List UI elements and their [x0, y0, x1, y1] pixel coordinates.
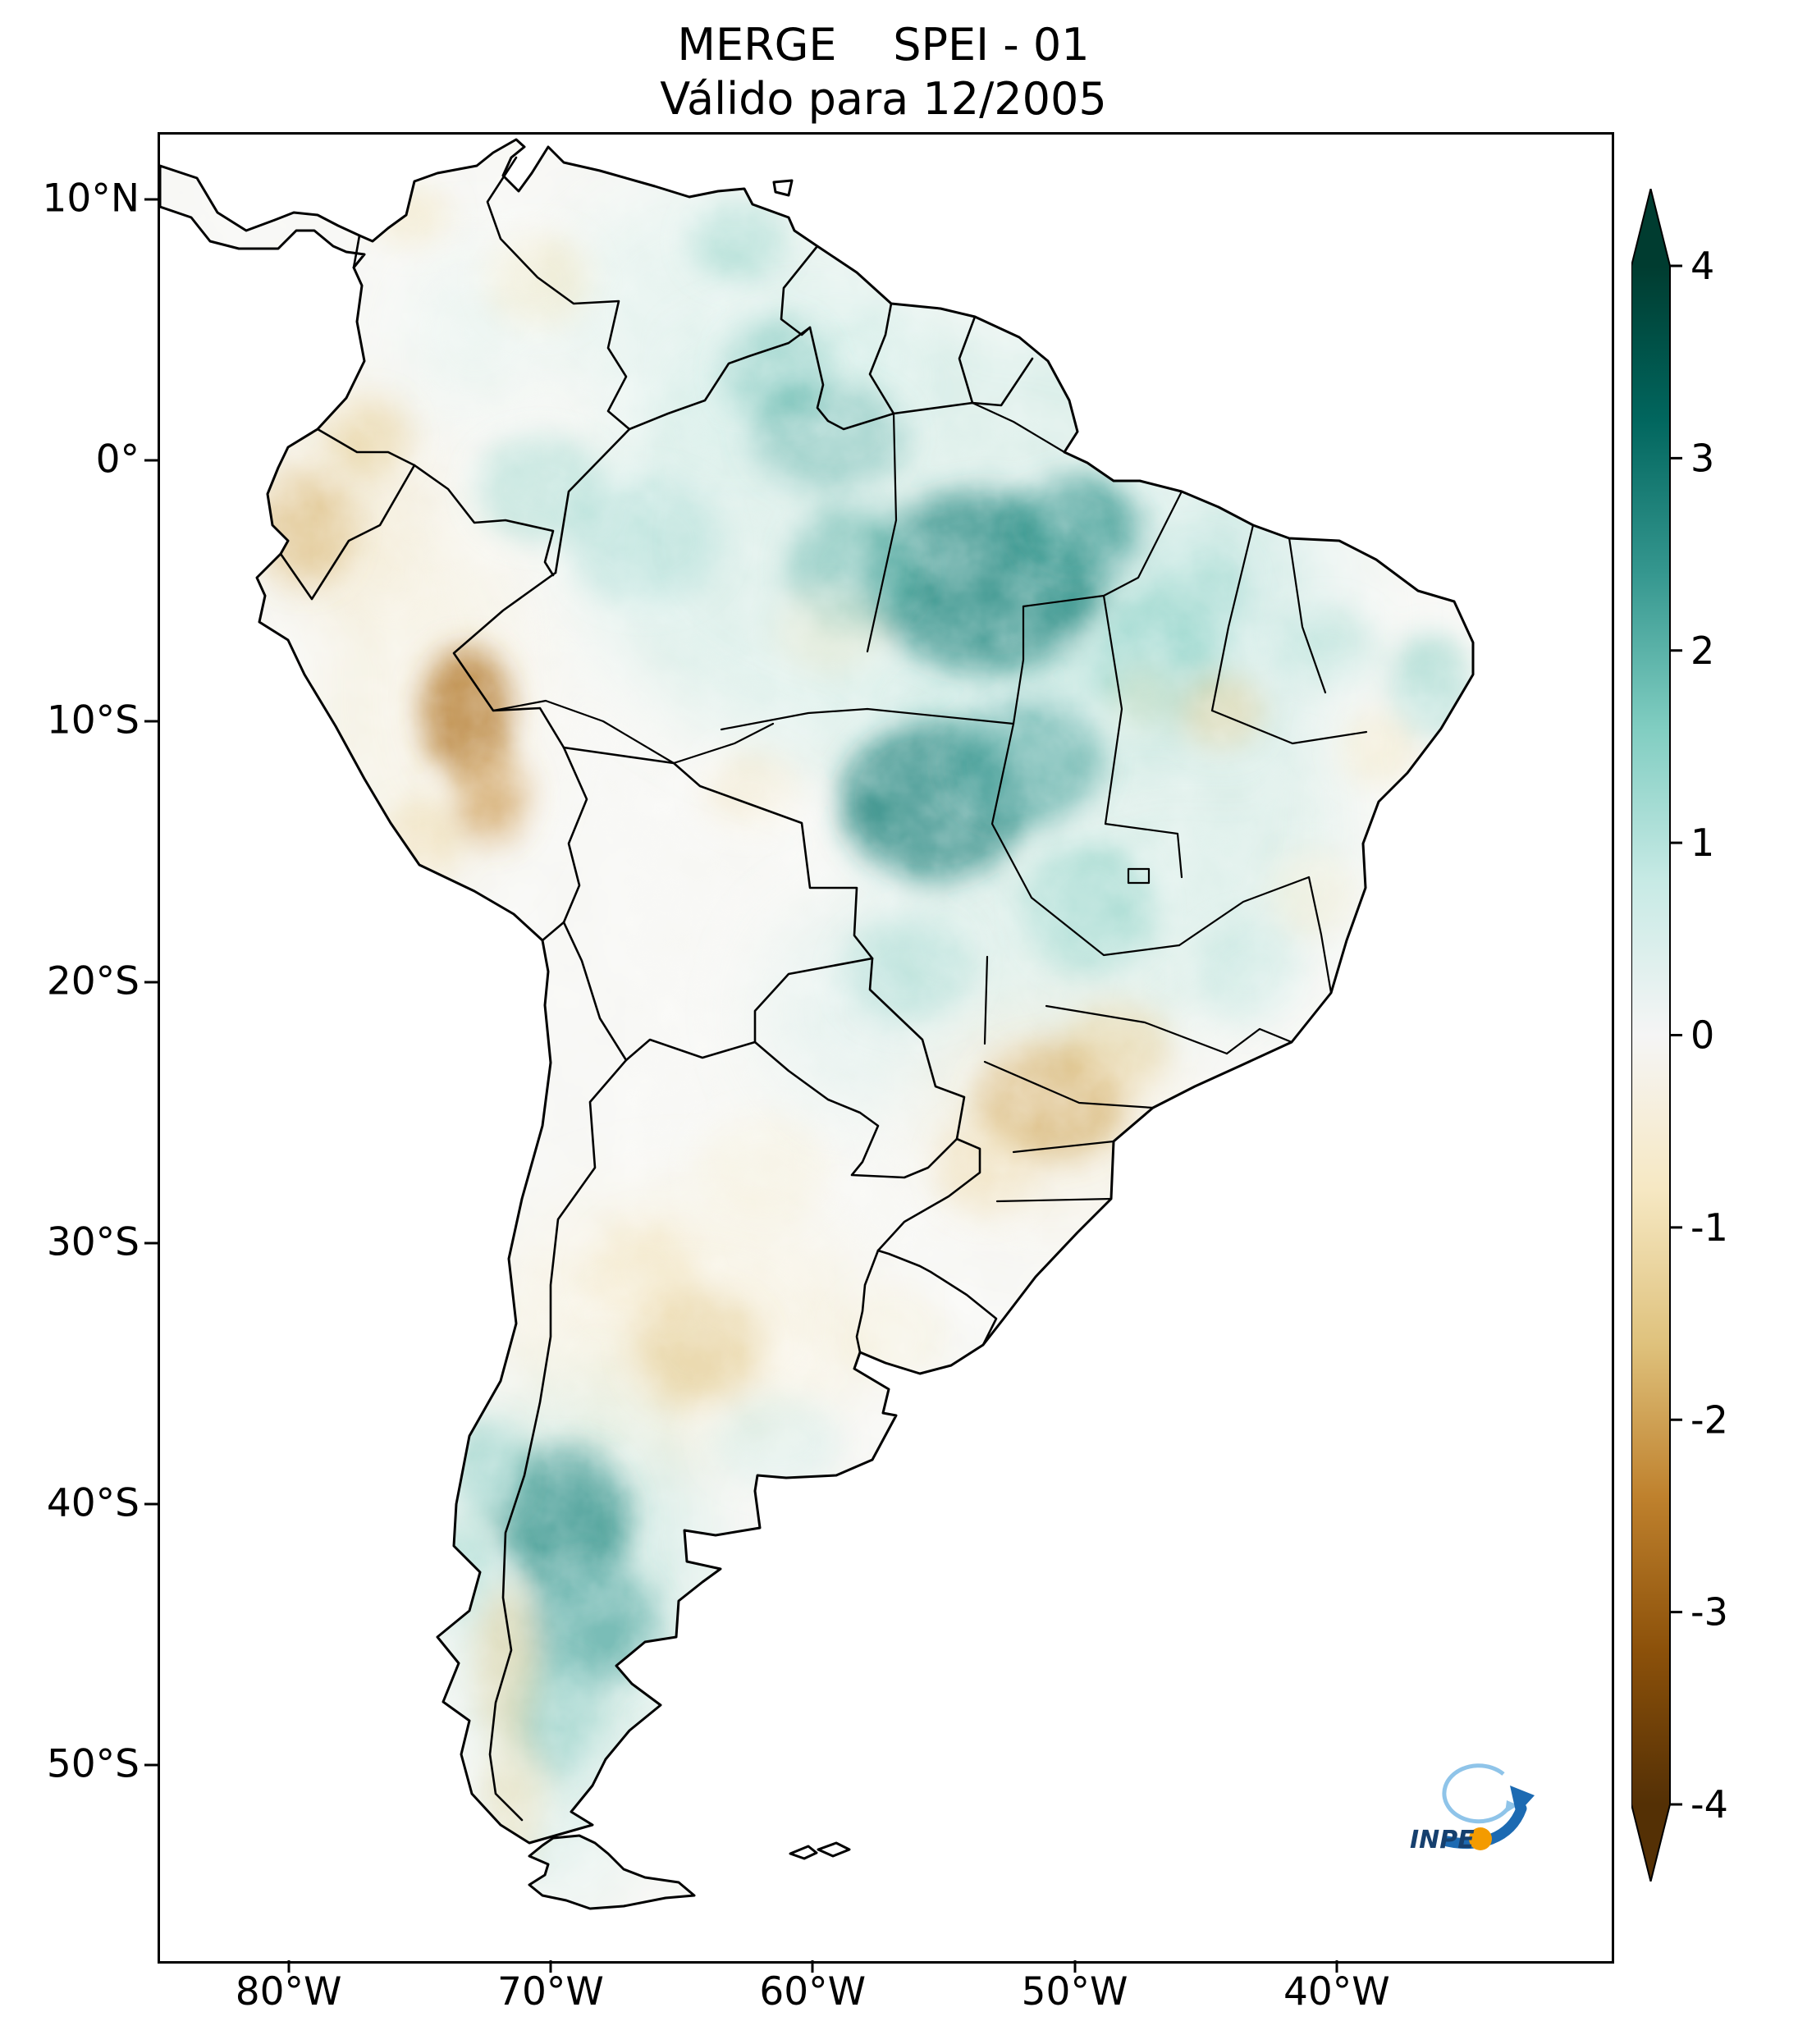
coastline-outline	[160, 138, 1475, 1910]
y-axis-tick-label: 30°S	[46, 1219, 140, 1265]
y-axis-tick-mark	[144, 459, 158, 462]
colorbar-tick-label: 1	[1690, 821, 1714, 865]
y-axis-tick-mark	[144, 198, 158, 201]
x-axis-tick-mark	[287, 1960, 291, 1973]
chart-title: MERGE SPEI - 01	[677, 19, 1090, 71]
x-axis-tick-label: 70°W	[497, 1969, 604, 2014]
map-frame	[158, 132, 1614, 1964]
x-axis-tick-mark	[549, 1960, 552, 1973]
colorbar-tick-label: -3	[1690, 1590, 1728, 1635]
x-axis-tick-mark	[1073, 1960, 1077, 1973]
inpe-swirl-arrowhead-icon	[1505, 1800, 1518, 1813]
inpe-swirl-icon	[1442, 1763, 1512, 1824]
country-borders	[279, 156, 1034, 1822]
south-america-coastline	[160, 138, 1475, 1845]
x-axis-tick-label: 80°W	[235, 1969, 342, 2014]
island-shape-2	[817, 1841, 851, 1858]
x-axis-tick-mark	[1335, 1960, 1338, 1973]
y-axis-tick-mark	[144, 720, 158, 723]
y-axis-tick-label: 20°S	[46, 958, 140, 1004]
x-axis-tick-label: 60°W	[759, 1969, 867, 2014]
trinidad-island	[772, 179, 794, 197]
inpe-logo: INPE	[1410, 1763, 1535, 1854]
y-axis-tick-label: 0°	[95, 437, 140, 482]
y-axis-tick-mark	[144, 981, 158, 984]
inpe-orange-dot-icon	[1469, 1827, 1492, 1850]
colorbar-tick-label: -2	[1690, 1397, 1728, 1442]
colorbar-tick-label: -4	[1690, 1782, 1728, 1827]
y-axis-tick-mark	[144, 1763, 158, 1767]
y-axis-tick-label: 10°N	[42, 176, 140, 222]
colorbar-tick-label: 2	[1690, 629, 1714, 673]
y-axis-tick-label: 40°S	[46, 1480, 140, 1526]
colorbar-ticks: 4 3 2 1 0 -1 -2 -3 -4	[1670, 244, 1728, 1827]
colorbar-gradient	[1631, 189, 1671, 1882]
y-axis-tick-label: 10°S	[46, 697, 140, 743]
x-axis-tick-label: 50°W	[1021, 1969, 1128, 2014]
colorbar-tick-label: 3	[1690, 436, 1714, 480]
island-shape-1	[789, 1845, 818, 1860]
y-axis-tick-mark	[144, 1502, 158, 1506]
colorbar: 4 3 2 1 0 -1 -2 -3 -4	[1631, 189, 1728, 1882]
grain-texture	[160, 139, 1473, 1909]
inpe-logo-text: INPE	[1410, 1826, 1475, 1854]
x-axis-tick-label: 40°W	[1283, 1969, 1390, 2014]
chart-subtitle: Válido para 12/2005	[660, 73, 1107, 125]
colorbar-tick-label: 0	[1690, 1013, 1714, 1058]
inpe-arrow-head-icon	[1510, 1786, 1535, 1815]
y-axis-tick-mark	[144, 1241, 158, 1245]
x-axis-tick-mark	[811, 1960, 814, 1973]
state-borders	[492, 401, 1368, 1203]
y-axis-tick-label: 50°S	[46, 1741, 140, 1787]
colorbar-tick-label: -1	[1690, 1205, 1728, 1250]
map-svg	[160, 138, 1475, 1910]
spei-raster	[160, 139, 1473, 1909]
colorbar-tick-label: 4	[1690, 244, 1714, 288]
tierra-del-fuego-coastline	[528, 1834, 696, 1910]
